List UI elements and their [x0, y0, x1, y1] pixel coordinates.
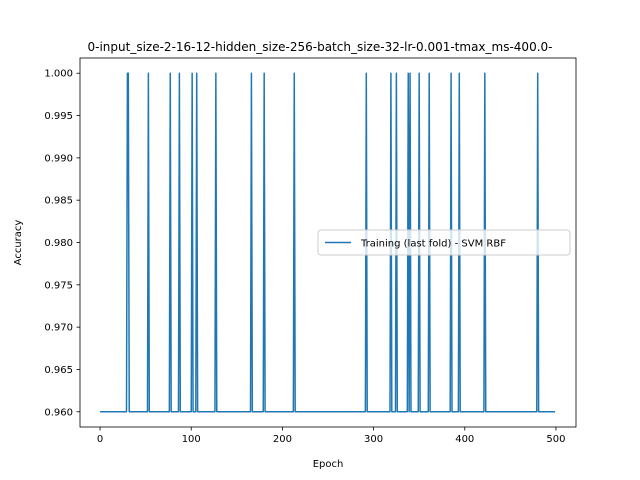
- legend-box: [317, 229, 571, 256]
- y-tick-label: 0.995: [44, 111, 73, 122]
- y-axis-label: Accuracy: [13, 220, 24, 266]
- x-tick-label: 0: [97, 434, 103, 445]
- y-tick-label: 0.960: [44, 407, 73, 418]
- y-tick-label: 0.990: [44, 153, 73, 164]
- x-tick-label: 400: [455, 434, 474, 445]
- x-tick-label: 200: [273, 434, 292, 445]
- y-tick-label: 0.980: [44, 238, 73, 249]
- legend: Training (last fold) - SVM RBF: [317, 229, 571, 256]
- y-tick-label: 0.975: [44, 280, 73, 291]
- chart-title: 0-input_size-2-16-12-hidden_size-256-bat…: [88, 40, 553, 54]
- y-axis: 0.960 0.965 0.970 0.975 0.980 0.985 0.990 0.995…: [44, 69, 80, 418]
- x-tick-label: 100: [182, 434, 201, 445]
- y-tick-label: 0.970: [44, 323, 73, 334]
- series-line: [100, 72, 556, 413]
- plot-layer: [100, 72, 556, 413]
- y-tick-label: 0.965: [44, 365, 73, 376]
- y-tick-label: 0.985: [44, 196, 73, 207]
- y-tick-label: 1.000: [44, 69, 73, 80]
- x-axis-label: Epoch: [313, 459, 344, 470]
- x-axis: 0 100 200 300 400 500: [97, 427, 565, 445]
- legend-label: Training (last fold) - SVM RBF: [360, 239, 506, 250]
- x-tick-label: 300: [364, 434, 383, 445]
- x-tick-label: 500: [546, 434, 565, 445]
